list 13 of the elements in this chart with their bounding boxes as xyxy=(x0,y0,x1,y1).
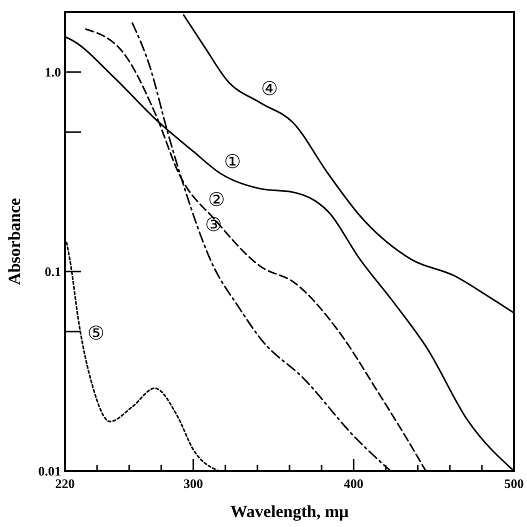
annotation: ① xyxy=(224,152,242,174)
annotation: ④ xyxy=(260,79,278,100)
y-axis-title: Absorbance xyxy=(5,198,24,285)
x-axis-title: Wavelength, mμ xyxy=(230,502,349,521)
y-tick-label: 1.0 xyxy=(44,64,61,80)
y-tick-label: 0.01 xyxy=(38,464,61,479)
x-tick-label: 400 xyxy=(344,476,364,491)
x-tick-label: 220 xyxy=(55,476,75,491)
annotation: ② xyxy=(208,190,226,212)
x-tick-label: 300 xyxy=(184,476,204,491)
y-tick-label: 0.1 xyxy=(44,264,61,280)
x-tick-label: 500 xyxy=(504,476,524,491)
annotation: ⑤ xyxy=(88,323,105,344)
